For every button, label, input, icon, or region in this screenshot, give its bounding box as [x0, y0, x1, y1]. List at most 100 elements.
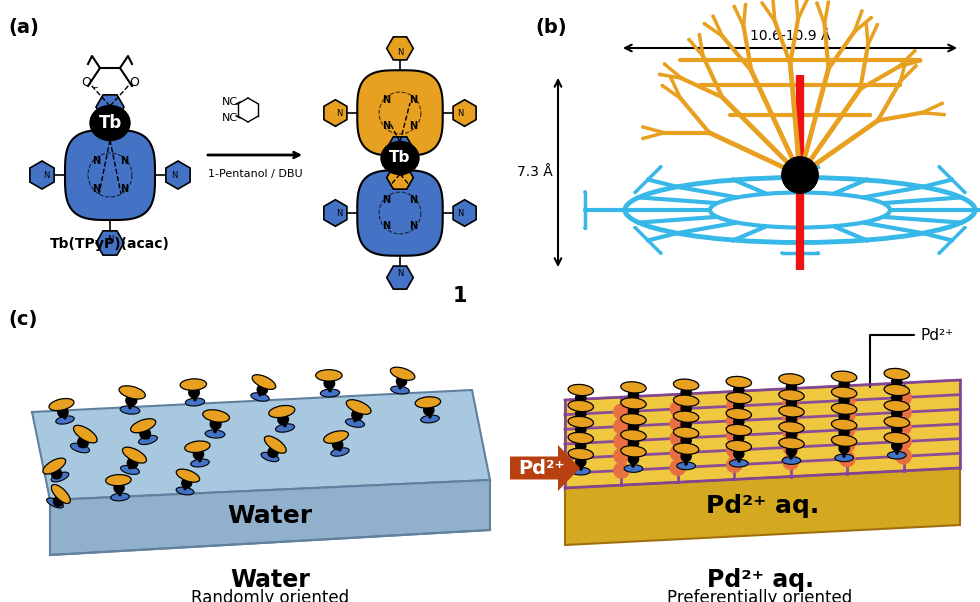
- Ellipse shape: [673, 379, 699, 390]
- Circle shape: [613, 433, 629, 449]
- Circle shape: [921, 111, 923, 114]
- Ellipse shape: [185, 398, 205, 406]
- Circle shape: [114, 483, 124, 493]
- Text: N: N: [410, 222, 417, 231]
- Circle shape: [726, 427, 742, 444]
- Circle shape: [670, 77, 672, 79]
- Text: NC: NC: [221, 113, 238, 123]
- Text: N: N: [458, 208, 464, 217]
- Circle shape: [575, 424, 586, 435]
- Circle shape: [960, 196, 963, 199]
- Text: N: N: [107, 107, 113, 116]
- Ellipse shape: [252, 374, 275, 389]
- Circle shape: [663, 131, 665, 134]
- Ellipse shape: [677, 430, 696, 438]
- Circle shape: [681, 435, 691, 445]
- Polygon shape: [166, 161, 190, 189]
- Circle shape: [896, 448, 911, 464]
- Circle shape: [899, 80, 902, 83]
- Ellipse shape: [390, 367, 415, 380]
- Text: Water: Water: [230, 568, 310, 592]
- Circle shape: [761, 2, 763, 4]
- Ellipse shape: [677, 398, 696, 406]
- Circle shape: [647, 178, 650, 181]
- Circle shape: [783, 439, 799, 455]
- Circle shape: [613, 418, 629, 435]
- Text: 1-Pentanol / DBU: 1-Pentanol / DBU: [208, 169, 302, 179]
- Circle shape: [773, 20, 776, 22]
- Circle shape: [670, 459, 686, 476]
- Circle shape: [647, 239, 650, 242]
- Circle shape: [951, 239, 954, 242]
- Circle shape: [896, 433, 911, 450]
- Text: N: N: [92, 184, 100, 194]
- Circle shape: [721, 35, 724, 38]
- Circle shape: [663, 63, 665, 65]
- Circle shape: [797, 18, 800, 20]
- Circle shape: [799, 252, 802, 255]
- Text: $^-$: $^-$: [91, 85, 99, 95]
- Ellipse shape: [729, 396, 748, 403]
- Circle shape: [870, 17, 872, 19]
- Circle shape: [781, 252, 783, 254]
- Circle shape: [938, 166, 941, 168]
- Ellipse shape: [779, 438, 805, 449]
- Circle shape: [726, 442, 742, 458]
- Ellipse shape: [185, 441, 210, 453]
- Circle shape: [922, 232, 925, 235]
- Circle shape: [914, 65, 917, 67]
- Ellipse shape: [191, 459, 210, 467]
- Ellipse shape: [782, 409, 801, 417]
- Circle shape: [905, 59, 907, 61]
- Circle shape: [876, 23, 878, 26]
- Ellipse shape: [43, 458, 66, 474]
- Ellipse shape: [726, 393, 752, 404]
- Ellipse shape: [729, 427, 748, 435]
- Ellipse shape: [51, 472, 69, 482]
- Text: Preferentially oriented: Preferentially oriented: [667, 589, 853, 602]
- Ellipse shape: [673, 427, 699, 438]
- Polygon shape: [453, 200, 476, 226]
- Polygon shape: [29, 161, 54, 189]
- Circle shape: [642, 126, 644, 128]
- Text: N: N: [336, 208, 342, 217]
- Text: 10.6-10.9 Å: 10.6-10.9 Å: [750, 29, 830, 43]
- Ellipse shape: [624, 448, 643, 456]
- Ellipse shape: [831, 419, 857, 430]
- Text: N: N: [43, 170, 49, 179]
- Circle shape: [681, 452, 691, 462]
- Polygon shape: [358, 170, 443, 256]
- Ellipse shape: [316, 370, 342, 381]
- Circle shape: [839, 443, 850, 453]
- Text: O: O: [129, 75, 139, 88]
- Circle shape: [642, 137, 644, 140]
- Ellipse shape: [729, 411, 748, 419]
- Ellipse shape: [571, 435, 590, 443]
- Ellipse shape: [176, 469, 200, 482]
- Ellipse shape: [888, 387, 906, 395]
- Ellipse shape: [205, 430, 224, 438]
- Ellipse shape: [323, 431, 349, 443]
- Ellipse shape: [620, 398, 646, 409]
- Circle shape: [193, 449, 204, 459]
- Ellipse shape: [835, 390, 854, 398]
- Circle shape: [680, 77, 683, 79]
- Circle shape: [584, 191, 586, 193]
- Circle shape: [786, 414, 797, 424]
- Circle shape: [628, 438, 639, 448]
- Circle shape: [613, 462, 629, 479]
- Text: 1: 1: [453, 286, 467, 306]
- Circle shape: [789, 62, 792, 65]
- Circle shape: [839, 393, 856, 408]
- Ellipse shape: [381, 141, 419, 175]
- Circle shape: [613, 448, 629, 464]
- Circle shape: [734, 433, 744, 443]
- Ellipse shape: [729, 459, 748, 467]
- Circle shape: [575, 393, 586, 403]
- Circle shape: [783, 410, 799, 426]
- Circle shape: [799, 166, 802, 169]
- Ellipse shape: [130, 419, 156, 433]
- Circle shape: [679, 97, 682, 99]
- Circle shape: [892, 393, 902, 403]
- Circle shape: [839, 451, 856, 467]
